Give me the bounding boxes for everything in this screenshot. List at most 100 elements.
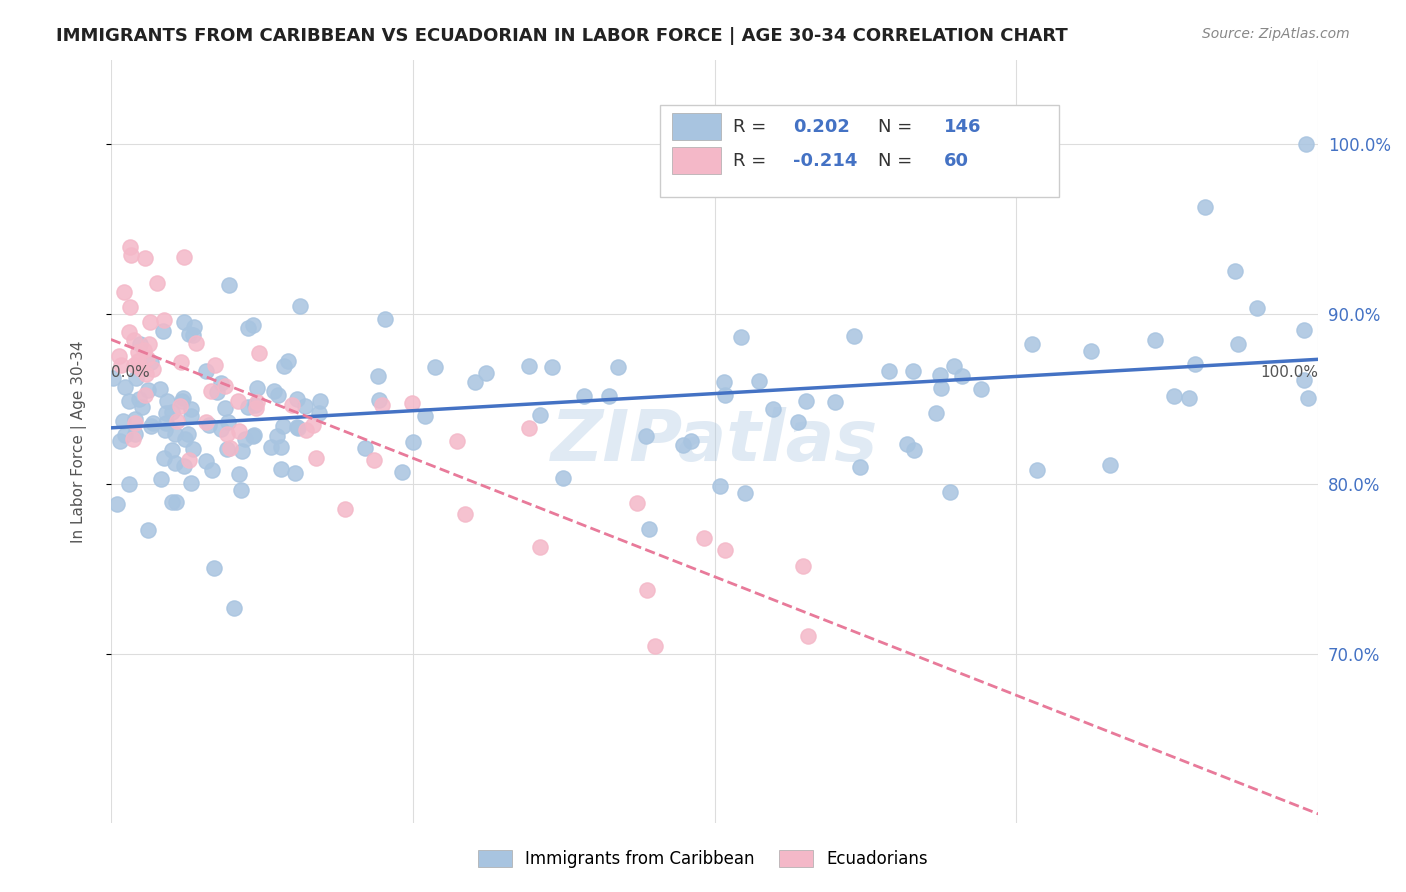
Point [748,374,770,388]
Point [124,358,146,372]
Point [634,429,657,443]
Point [142,362,165,376]
Point [848,459,870,474]
Point [263,384,285,398]
Point [1246,301,1268,316]
Point [792,558,814,573]
Bar [672,147,721,174]
Text: Source: ZipAtlas.com: Source: ZipAtlas.com [1202,27,1350,41]
Point [305,450,328,465]
Point [929,368,952,382]
Point [925,406,948,420]
Point [1227,337,1250,351]
Point [127,345,149,359]
Point [152,312,174,326]
Point [1194,200,1216,214]
Point [153,423,176,437]
Point [626,496,648,510]
Point [195,453,218,467]
Point [529,408,551,422]
Point [165,494,187,508]
Point [285,392,308,406]
Point [246,381,269,395]
Point [215,442,238,457]
Point [1294,323,1316,337]
Point [797,629,820,643]
Point [402,435,425,450]
Point [180,402,202,417]
Text: ZIPatlas: ZIPatlas [551,407,879,476]
Point [214,401,236,415]
Point [146,277,169,291]
Text: R =: R = [733,153,772,170]
Point [141,419,163,434]
Point [122,432,145,446]
Point [1144,333,1167,347]
Point [138,523,160,537]
Text: 60: 60 [943,153,969,170]
Text: 100.0%: 100.0% [1260,365,1319,380]
Point [163,427,186,442]
Point [177,452,200,467]
Point [152,325,174,339]
Point [284,466,307,480]
Point [139,355,162,369]
Point [198,418,221,433]
Text: N =: N = [877,153,918,170]
Point [714,387,737,401]
Point [475,366,498,380]
FancyBboxPatch shape [661,105,1059,197]
Point [204,359,226,373]
Point [270,461,292,475]
Point [108,349,131,363]
Point [128,392,150,407]
Text: -0.214: -0.214 [793,153,858,170]
Point [170,355,193,369]
Point [551,471,574,485]
Point [1177,391,1199,405]
Point [713,375,735,389]
Point [598,389,620,403]
Point [209,376,232,391]
Point [205,385,228,400]
Point [896,437,918,451]
Point [172,393,194,408]
Point [1098,458,1121,472]
Point [131,400,153,414]
Point [118,477,141,491]
Point [139,315,162,329]
Point [541,360,564,375]
Point [1225,264,1247,278]
Point [114,379,136,393]
Point [201,463,224,477]
Point [903,443,925,458]
Point [233,432,256,446]
Point [231,444,253,458]
Point [118,394,141,409]
Text: R =: R = [733,118,772,136]
Point [367,369,389,384]
Point [183,319,205,334]
Point [943,359,966,374]
Point [709,479,731,493]
Point [285,419,308,434]
Point [160,443,183,458]
Point [160,405,183,419]
Point [136,384,159,398]
Point [149,382,172,396]
Point [391,466,413,480]
Point [217,415,239,429]
Point [155,416,177,430]
Point [266,428,288,442]
Point [214,378,236,392]
Point [242,318,264,332]
Legend: Immigrants from Caribbean, Ecuadorians: Immigrants from Caribbean, Ecuadorians [471,843,935,875]
Point [160,495,183,509]
Point [267,388,290,402]
Point [166,414,188,428]
Point [124,412,146,426]
Point [517,421,540,435]
Point [271,419,294,434]
Point [127,354,149,368]
Point [335,502,357,516]
